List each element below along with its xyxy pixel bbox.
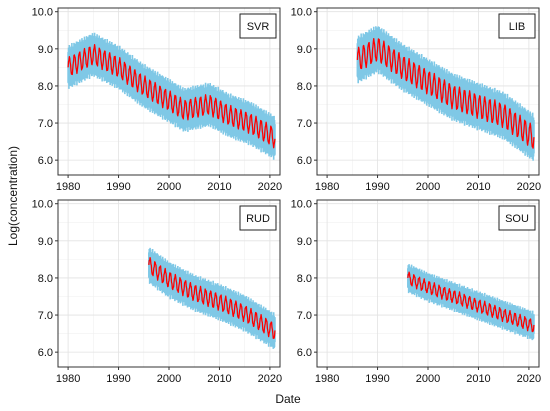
series-line-sou [407, 271, 535, 333]
y-tick-label: 6.0 [297, 155, 312, 167]
x-tick-label: 2010 [207, 181, 231, 193]
x-tick-label: 1980 [56, 373, 80, 385]
x-tick-label: 1990 [106, 373, 130, 385]
panel-label-box [498, 13, 536, 39]
y-tick-label: 7.0 [297, 118, 312, 130]
panel-label: SVR [247, 21, 270, 33]
panel-svr: 1980 1990 2000 2010 2020 6.0 7.0 8.0 9.0 10.0 SVR [32, 7, 283, 193]
y-tick-label: 7.0 [38, 118, 53, 130]
series-line-lib [356, 37, 535, 149]
x-tick-label: 2010 [466, 373, 490, 385]
x-tick-label: 2020 [517, 373, 541, 385]
panel-label: SOU [505, 213, 529, 225]
x-tick-label: 1990 [365, 181, 389, 193]
y-tick-label: 9.0 [297, 44, 312, 56]
y-tick-label: 8.0 [297, 273, 312, 285]
series-line-rud [148, 256, 276, 339]
y-tick-label: 8.0 [297, 81, 312, 93]
x-tick-label: 1980 [315, 373, 339, 385]
panel-lib: 1980 1990 2000 2010 2020 6.0 7.0 8.0 9.0 10.0 LIB [291, 7, 542, 193]
x-tick-label: 1980 [315, 181, 339, 193]
x-tick-label: 1990 [106, 181, 130, 193]
series-line-svr [67, 43, 276, 149]
y-tick-label: 7.0 [297, 310, 312, 322]
y-tick-label: 9.0 [38, 236, 53, 248]
y-tick-label: 10.0 [32, 7, 53, 19]
panel-rud: 1980 1990 2000 2010 2020 6.0 7.0 8.0 9.0 10.0 RUD [32, 199, 283, 385]
x-tick-label: 1980 [56, 181, 80, 193]
y-tick-label: 6.0 [38, 155, 53, 167]
panel-label: RUD [246, 213, 270, 225]
panel-label: LIB [509, 21, 526, 33]
x-tick-label: 2020 [258, 181, 282, 193]
x-tick-label: 2020 [258, 373, 282, 385]
x-tick-label: 2000 [416, 373, 440, 385]
x-tick-label: 1990 [365, 373, 389, 385]
x-axis-title: Date [275, 392, 301, 406]
panel-label-box [498, 205, 536, 231]
y-tick-label: 8.0 [38, 81, 53, 93]
x-tick-label: 2020 [517, 181, 541, 193]
y-tick-label: 10.0 [291, 199, 312, 211]
y-tick-label: 9.0 [297, 236, 312, 248]
y-tick-label: 6.0 [297, 347, 312, 359]
y-tick-label: 10.0 [32, 199, 53, 211]
panel-label-box [239, 205, 277, 231]
y-axis-title: Log(concentration) [6, 146, 20, 246]
x-tick-label: 2010 [466, 181, 490, 193]
panel-sou: 1980 1990 2000 2010 2020 6.0 7.0 8.0 9.0 10.0 SOU [291, 199, 542, 385]
y-tick-label: 7.0 [38, 310, 53, 322]
y-tick-label: 9.0 [38, 44, 53, 56]
x-tick-label: 2010 [207, 373, 231, 385]
panel-label-box [239, 13, 277, 39]
panels-container: 1980 1990 2000 2010 20206.07.08.09.010.0SVR1… [32, 7, 542, 385]
y-tick-label: 8.0 [38, 273, 53, 285]
x-tick-label: 2000 [157, 373, 181, 385]
y-tick-label: 10.0 [291, 7, 312, 19]
y-tick-label: 6.0 [38, 347, 53, 359]
x-tick-label: 2000 [416, 181, 440, 193]
x-tick-label: 2000 [157, 181, 181, 193]
